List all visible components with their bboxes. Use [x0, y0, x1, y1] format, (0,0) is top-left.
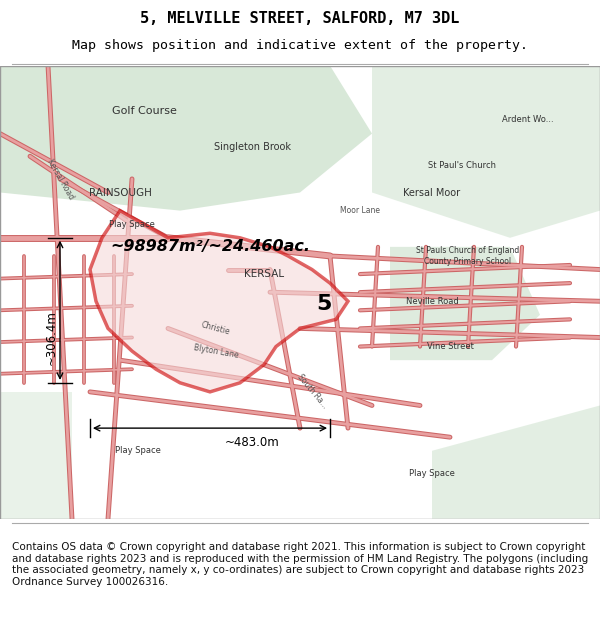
Text: RAINSOUGH: RAINSOUGH	[89, 188, 151, 198]
Text: KERSAL: KERSAL	[244, 269, 284, 279]
Text: Kersal Moor: Kersal Moor	[403, 188, 461, 198]
Text: St Paul's Church: St Paul's Church	[428, 161, 496, 170]
Text: Map shows position and indicative extent of the property.: Map shows position and indicative extent…	[72, 39, 528, 52]
Polygon shape	[0, 66, 372, 211]
Text: Vine Street: Vine Street	[427, 342, 473, 351]
Text: Blyton Lane: Blyton Lane	[193, 342, 239, 359]
Polygon shape	[432, 406, 600, 519]
Text: ~98987m²/~24.460ac.: ~98987m²/~24.460ac.	[110, 239, 310, 254]
Text: Play Space: Play Space	[115, 446, 161, 455]
Text: Ardent Wo...: Ardent Wo...	[502, 116, 554, 124]
Text: 5: 5	[316, 294, 332, 314]
Polygon shape	[90, 211, 348, 392]
Text: ~306.4m: ~306.4m	[44, 310, 58, 365]
Polygon shape	[0, 392, 72, 519]
Text: Play Space: Play Space	[109, 220, 155, 229]
Text: Moor Lane: Moor Lane	[340, 206, 380, 215]
Polygon shape	[390, 247, 540, 360]
Polygon shape	[372, 66, 600, 238]
Text: Christie: Christie	[200, 320, 232, 337]
Text: Kersal Road: Kersal Road	[45, 157, 75, 201]
Text: Singleton Brook: Singleton Brook	[214, 142, 290, 152]
Text: Play Space: Play Space	[409, 469, 455, 478]
Text: St Pauls Church of England
County Primary School: St Pauls Church of England County Primar…	[416, 246, 520, 266]
Text: 5, MELVILLE STREET, SALFORD, M7 3DL: 5, MELVILLE STREET, SALFORD, M7 3DL	[140, 11, 460, 26]
Text: South Ra...: South Ra...	[295, 373, 329, 411]
Text: Golf Course: Golf Course	[112, 106, 176, 116]
Text: Contains OS data © Crown copyright and database right 2021. This information is : Contains OS data © Crown copyright and d…	[12, 542, 588, 587]
Text: ~483.0m: ~483.0m	[224, 436, 280, 449]
Text: Neville Road: Neville Road	[406, 297, 458, 306]
